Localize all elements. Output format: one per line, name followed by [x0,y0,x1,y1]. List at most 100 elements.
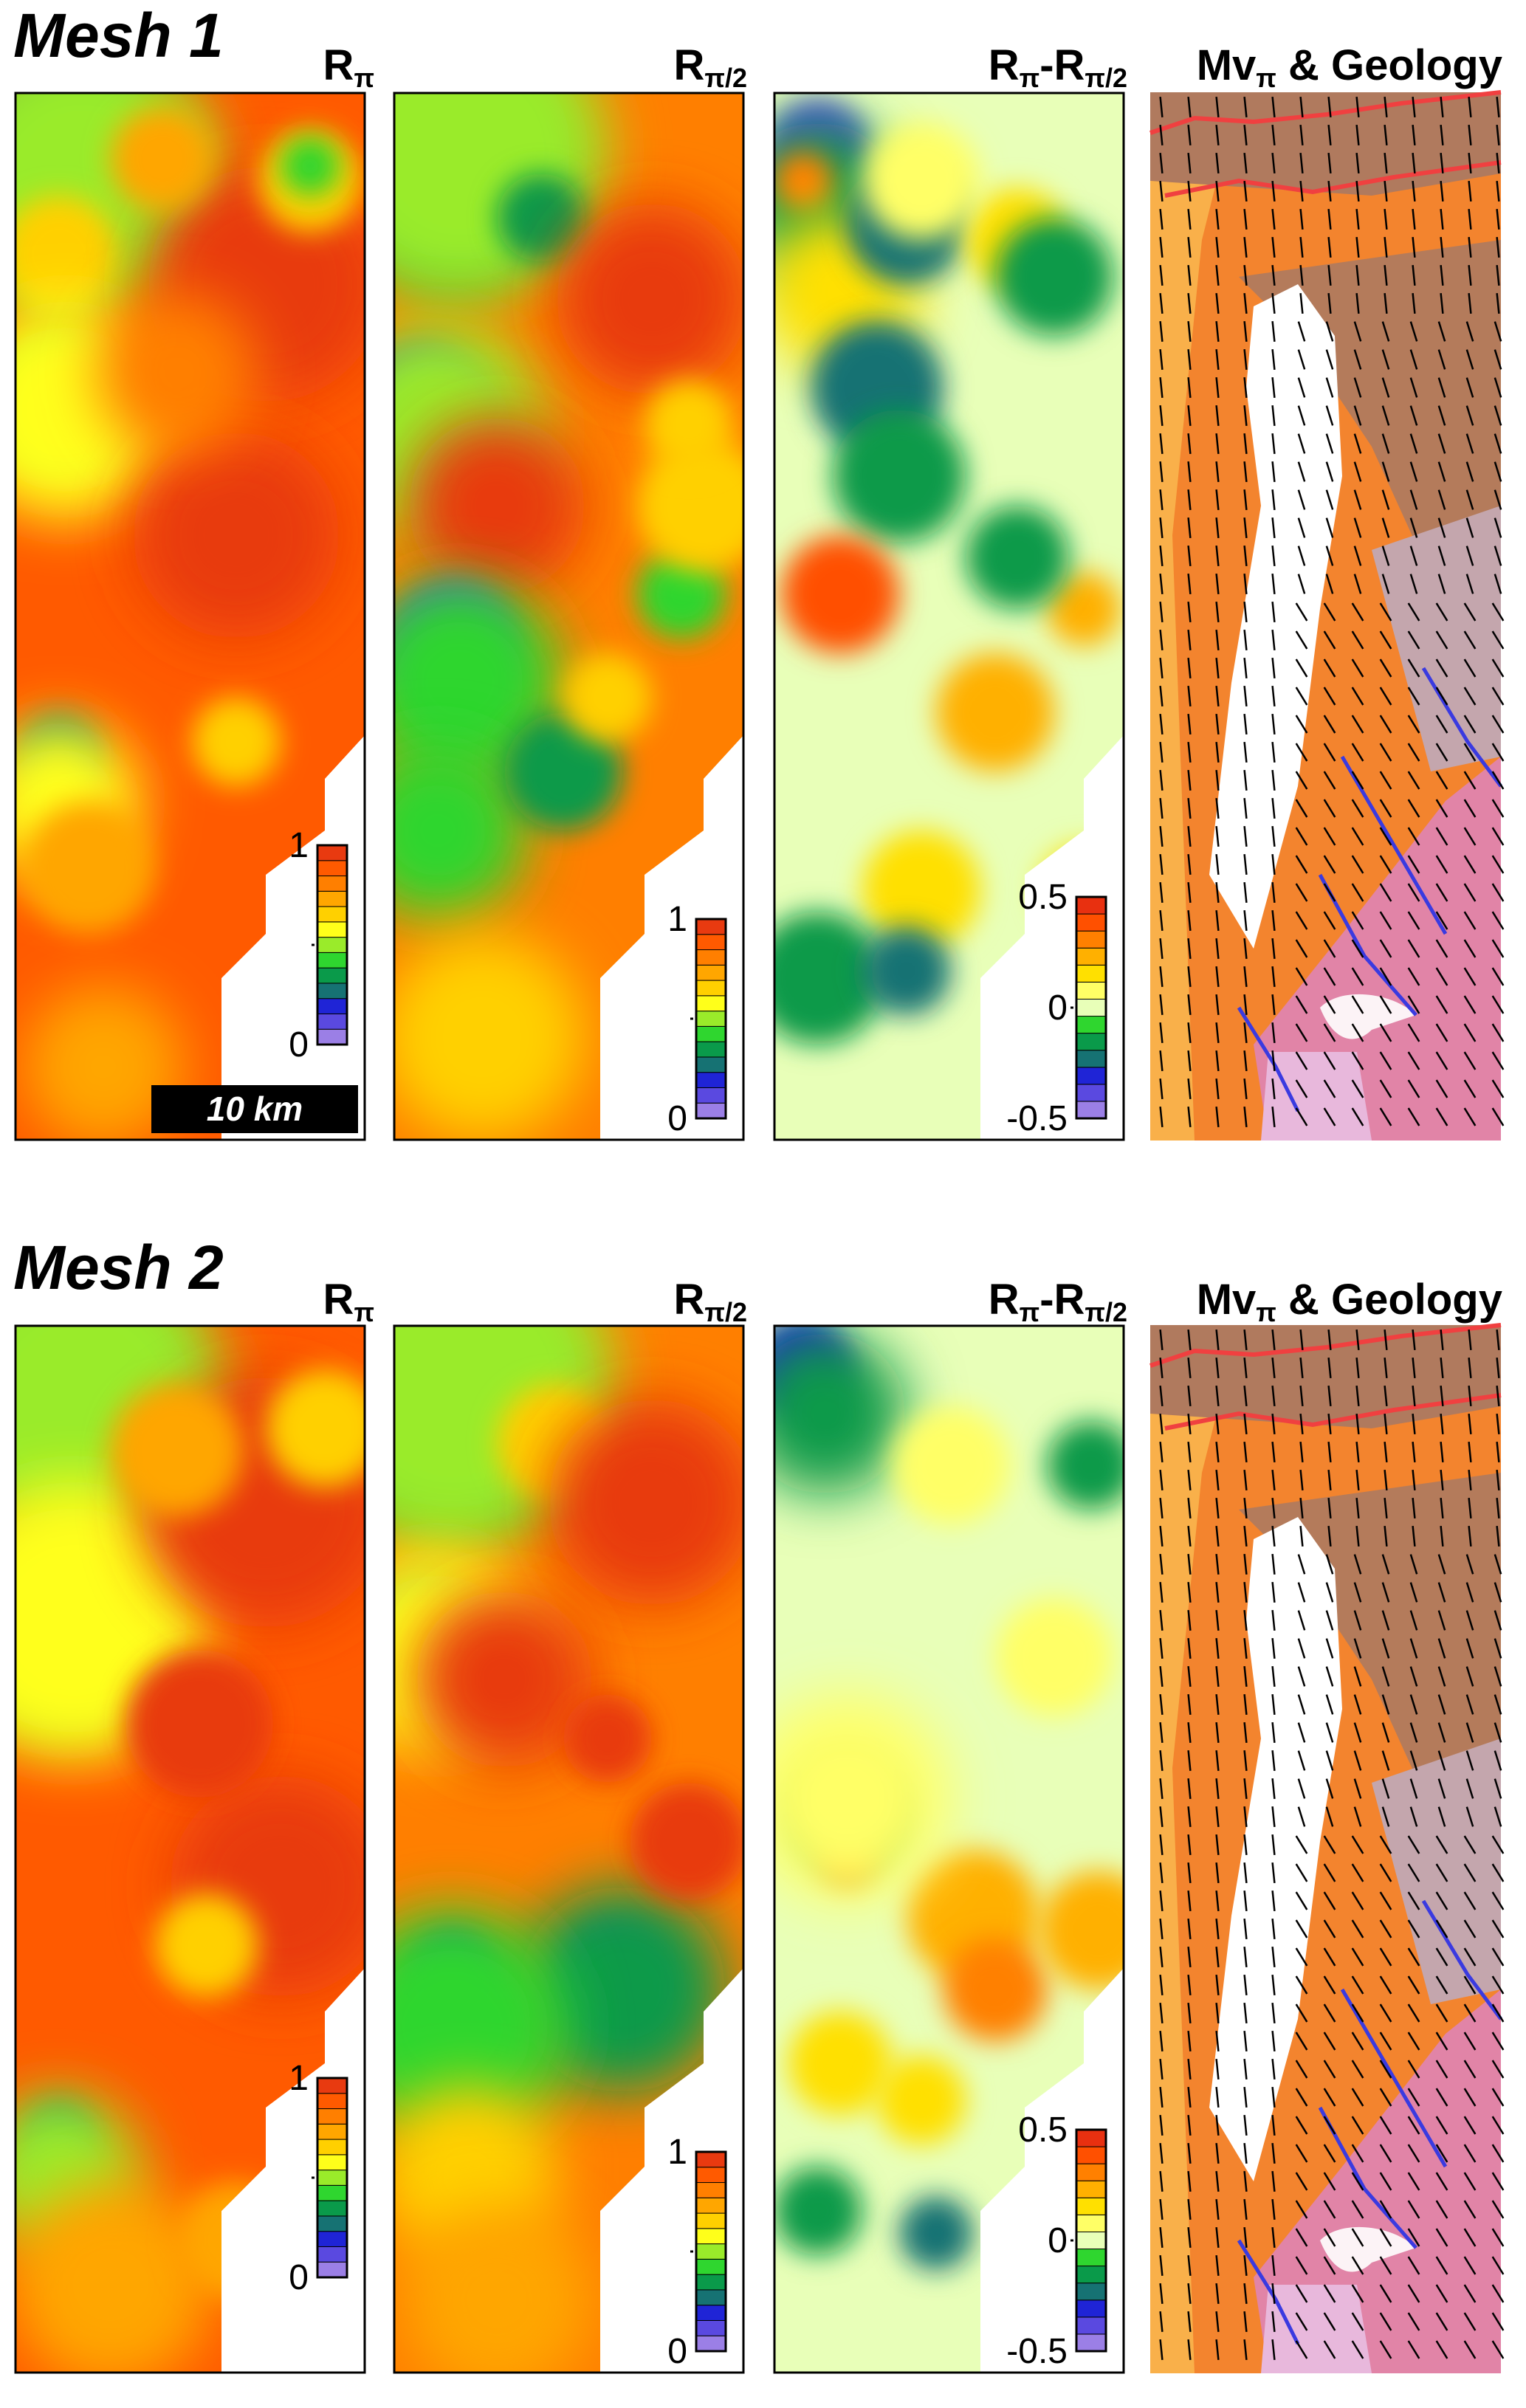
mv-tick [1435,1919,1448,1939]
mv-tick [1437,321,1446,342]
mv-tick [1215,1637,1220,1659]
mv-tick [1496,152,1500,174]
mv-tick [1379,2284,1392,2303]
mv-tick [1437,1554,1446,1575]
mv-tick [1159,797,1164,819]
mv-tick [1351,2284,1364,2303]
colorbar-swatch [1076,2249,1107,2267]
mv-tick [1243,1750,1248,1772]
mv-tick [1355,208,1360,230]
mv-tick [1351,911,1364,930]
mv-tick [1187,1918,1192,1940]
mv-tick [1379,2032,1392,2051]
mv-tick [1494,1806,1502,1827]
blue-fault-2 [1340,755,1448,935]
mv-tick [1187,2086,1192,2108]
mv-tick [1159,1721,1164,1744]
mv-tick [1187,433,1192,455]
mv-tick [1379,2003,1392,2023]
colorbar-swatch [695,934,726,951]
colorbar-swatch [317,2077,348,2094]
mv-tick [1437,517,1446,538]
mv-tick [1465,377,1474,398]
mv-tick [1379,2060,1392,2079]
mv-tick [1323,2200,1336,2219]
mv-tick [1271,2114,1276,2136]
mv-tick [1187,741,1192,763]
mv-tick [1243,2254,1248,2277]
mv-tick [1327,292,1332,314]
mv-tick [1496,1329,1500,1351]
mv-tick [1435,743,1448,762]
colorbar-swatch [1076,2333,1107,2352]
mv-tick [1295,771,1308,790]
colorbar-ratio: 10 [667,900,727,1138]
mv-tick [1297,546,1306,566]
mv-tick [1494,1638,1502,1659]
mv-tick [1355,236,1360,258]
mv-tick [1494,433,1502,454]
mv-tick [1463,967,1477,986]
mv-tick [1297,405,1306,426]
mv-tick [1323,743,1336,762]
mv-tick [1440,124,1444,146]
mv-tick [1295,827,1308,846]
mv-tick [1243,685,1248,707]
mv-tick [1271,1050,1276,1072]
geology-brown-unit [1150,92,1501,196]
mv-tick [1325,546,1334,566]
mv-tick [1353,1806,1362,1827]
mv-tick [1187,881,1192,904]
mv-tick [1159,2142,1164,2164]
field-blob [1047,1421,1124,1510]
colorbar-swatch [1076,896,1107,915]
mv-tick [1159,208,1164,230]
mv-tick [1381,1638,1390,1659]
mv-tick [1299,208,1304,230]
mv-tick [1463,939,1477,958]
mv-tick [1243,405,1248,427]
mv-tick [1379,1107,1392,1126]
rpi_m2: 10 [14,1324,366,2374]
mv-tick [1351,1051,1364,1070]
field-blob [111,1384,244,1517]
mv-tick [1437,1806,1446,1827]
mv-tick [1491,2228,1505,2247]
mv-tick [1435,2312,1448,2331]
blue-fault-3 [1318,2106,1417,2249]
mv-tick [1243,2030,1248,2052]
colorbar-label-mid: 0 [1048,988,1068,1028]
mv-tick [1187,348,1192,371]
mv-tick [1325,1722,1334,1743]
field-blob [995,218,1113,336]
colorbar-swatch [695,1011,726,1027]
mv-tick [1271,1946,1276,1968]
mv-tick [1437,405,1446,426]
mv-tick [1491,2340,1505,2359]
mv-tick [1435,1107,1448,1126]
mv-tick [1384,264,1388,286]
mv-tick [1353,461,1362,482]
field-blob [862,830,980,949]
mv-tick [1271,909,1276,932]
mv-tick [1353,1666,1362,1687]
mv-tick [1187,2170,1192,2192]
mv-tick [1353,1694,1362,1715]
mv-tick [1271,1553,1276,1575]
mv-tick [1412,1441,1416,1463]
mv-tick [1243,2058,1248,2080]
mv-tick [1407,1051,1420,1070]
colorbar-label-max: 0.5 [1018,2111,1068,2150]
mv-tick [1407,2032,1420,2051]
mv-tick [1271,517,1276,539]
panel-frame [393,1324,745,2374]
field-blob [393,742,526,919]
mv-tick [1468,1525,1472,1547]
mv-tick [1187,1750,1192,1772]
mv-tick [1435,771,1448,790]
mv-tick [1243,1862,1248,1884]
mv-tick [1323,602,1336,622]
mv-tick [1215,124,1220,146]
mv-tick [1463,2172,1477,2191]
mv-tick [1384,152,1388,174]
